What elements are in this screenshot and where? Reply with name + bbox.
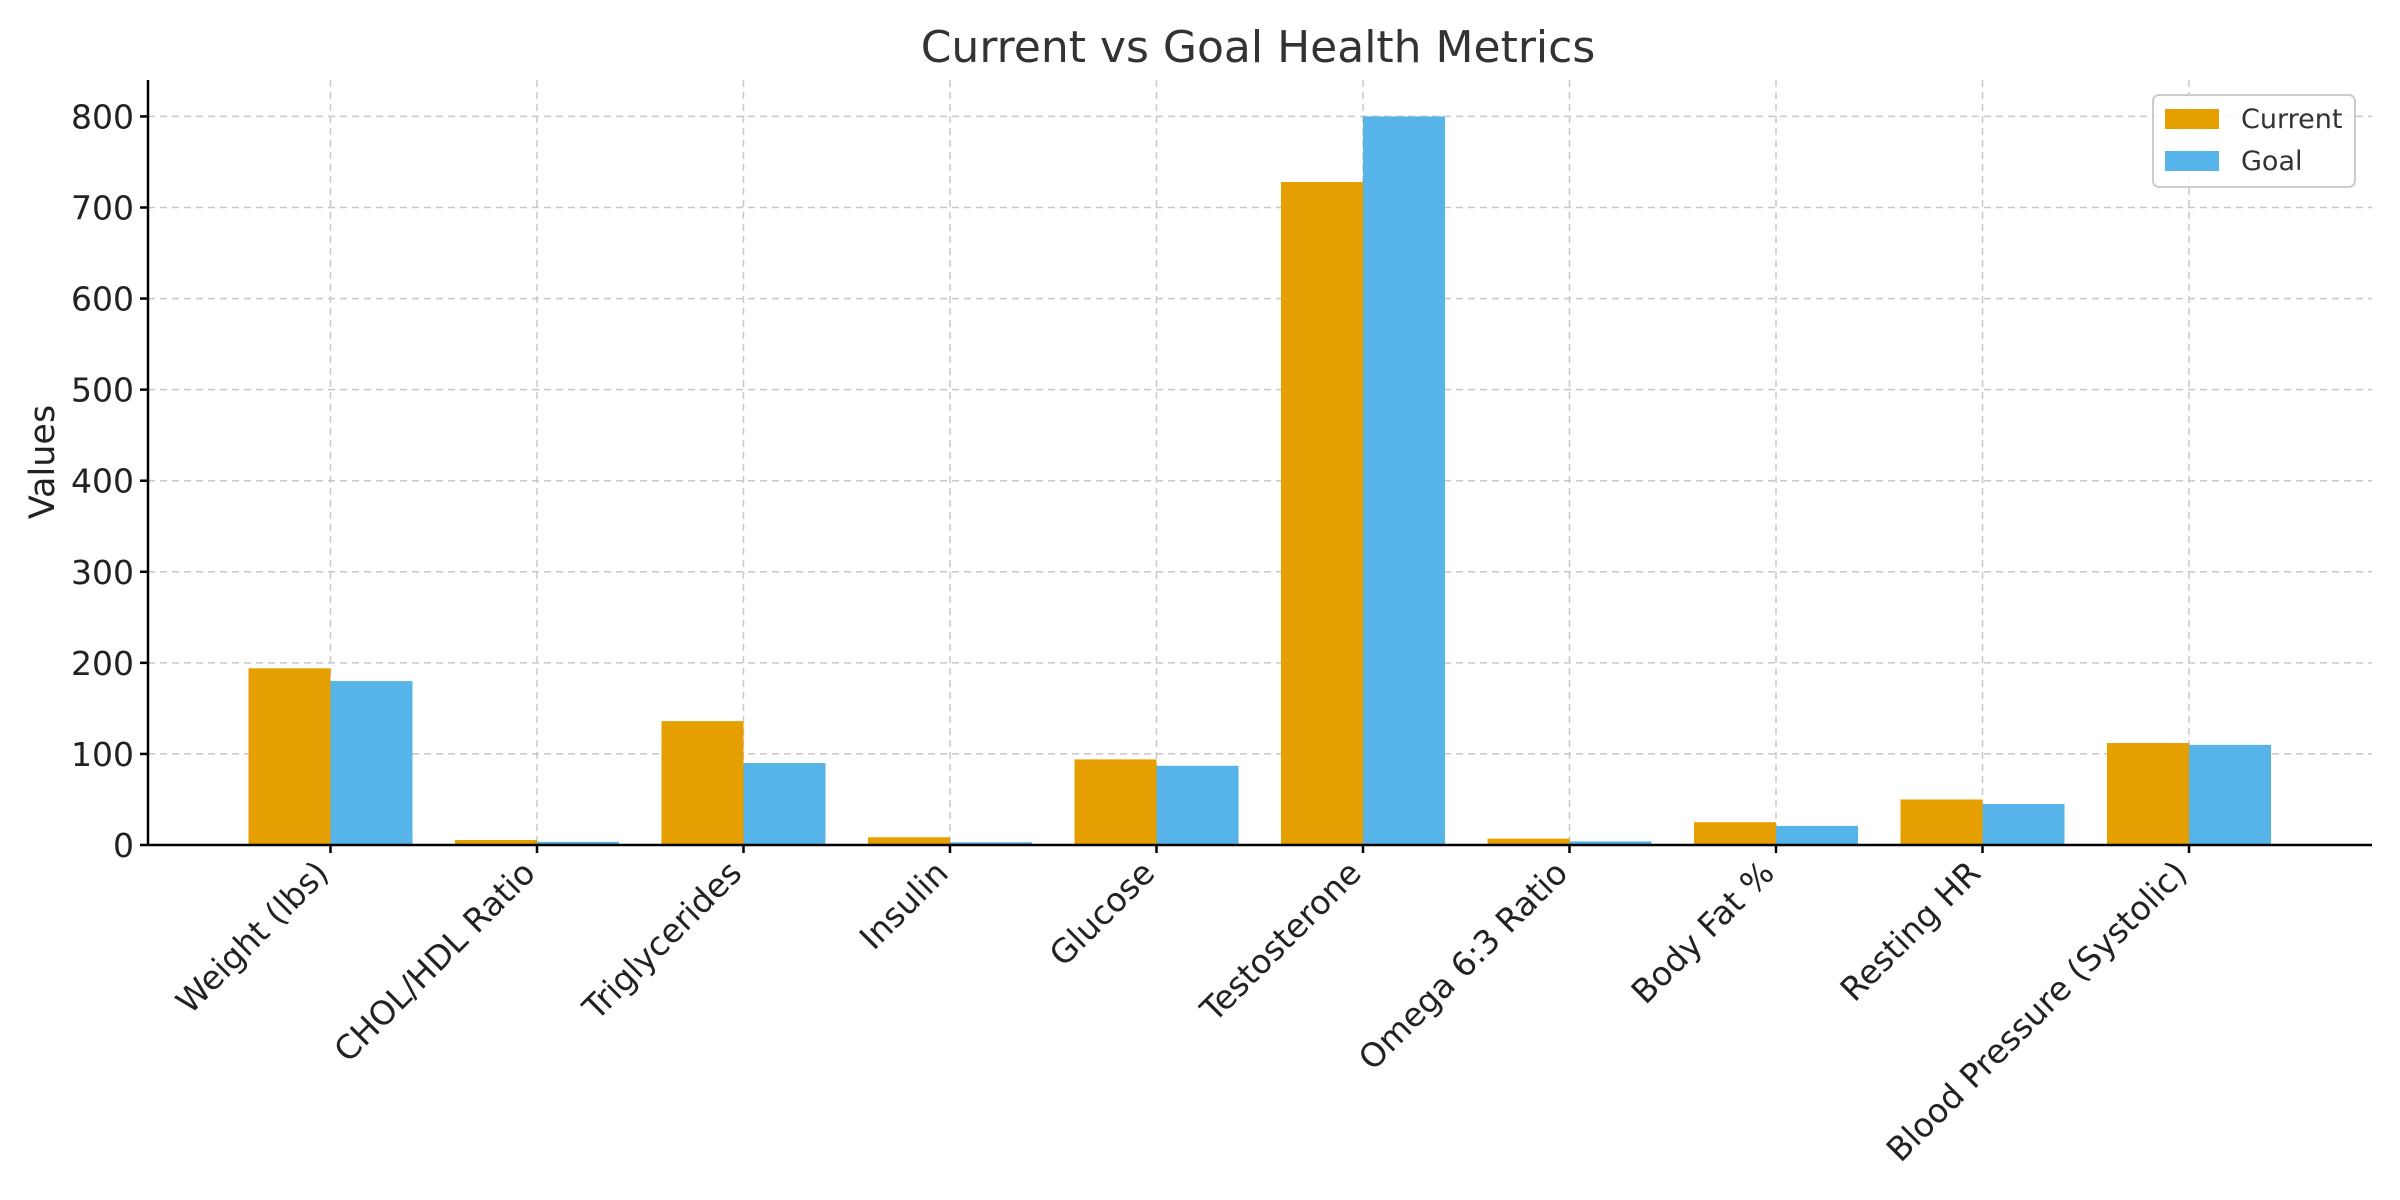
y-tick-label: 600 [71,280,134,319]
bar-goal [743,763,826,845]
y-tick-label: 100 [71,735,134,774]
legend: Current Goal [2152,94,2356,188]
y-tick-labels: 0 100 200 300 400 500 600 700 800 [71,97,134,865]
legend-swatch-goal [2165,151,2219,171]
x-tick-label: Resting HR [1832,853,1988,1009]
chart-title: Current vs Goal Health Metrics [921,22,1596,73]
x-tick-label: Insulin [852,853,956,957]
bar-current [2107,743,2189,845]
bar-current [1900,799,1983,845]
x-tick-label: Body Fat % [1623,853,1781,1011]
bar-current [1694,822,1776,845]
y-tick-label: 400 [71,462,134,501]
x-tick-label: Testosterone [1192,853,1369,1030]
bar-goal [1156,765,1239,845]
bar-current [868,837,950,845]
axes [140,80,2372,853]
bars [248,116,2271,845]
bar-goal [1982,804,2065,845]
bar-current [1074,759,1157,845]
bar-goal [2189,744,2271,845]
y-axis-label: Values [23,405,63,519]
x-tick-labels: Weight (lbs)CHOL/HDL Ratio Triglycerides I… [168,853,2194,1169]
x-tick-label: CHOL/HDL Ratio [326,853,542,1069]
y-tick-label: 700 [71,189,134,228]
y-tick-label: 200 [71,644,134,683]
legend-label-current: Current [2241,104,2342,135]
y-tick-label: 500 [71,371,134,410]
x-tick-label: Glucose [1042,853,1163,974]
bar-goal [1776,825,1858,845]
bar-current [661,721,744,845]
y-tick-label: 800 [71,97,134,136]
bar-current [455,839,537,845]
bar-goal [950,842,1032,845]
bar-goal [1569,841,1652,845]
y-tick-label: 300 [71,553,134,592]
legend-label-goal: Goal [2241,146,2303,177]
bar-goal [330,681,413,845]
x-tick-label: Triglycerides [574,853,749,1028]
bar-goal [537,841,619,845]
bar-current [248,668,331,845]
grid-lines [148,80,2372,846]
bar-current [1487,838,1570,845]
y-tick-label: 0 [113,826,134,865]
legend-swatch-current [2165,109,2219,129]
bar-current [1281,182,1363,845]
x-tick-label: Omega 6:3 Ratio [1351,853,1575,1077]
bar-goal [1363,116,1445,845]
x-tick-label: Weight (lbs) [168,853,336,1021]
